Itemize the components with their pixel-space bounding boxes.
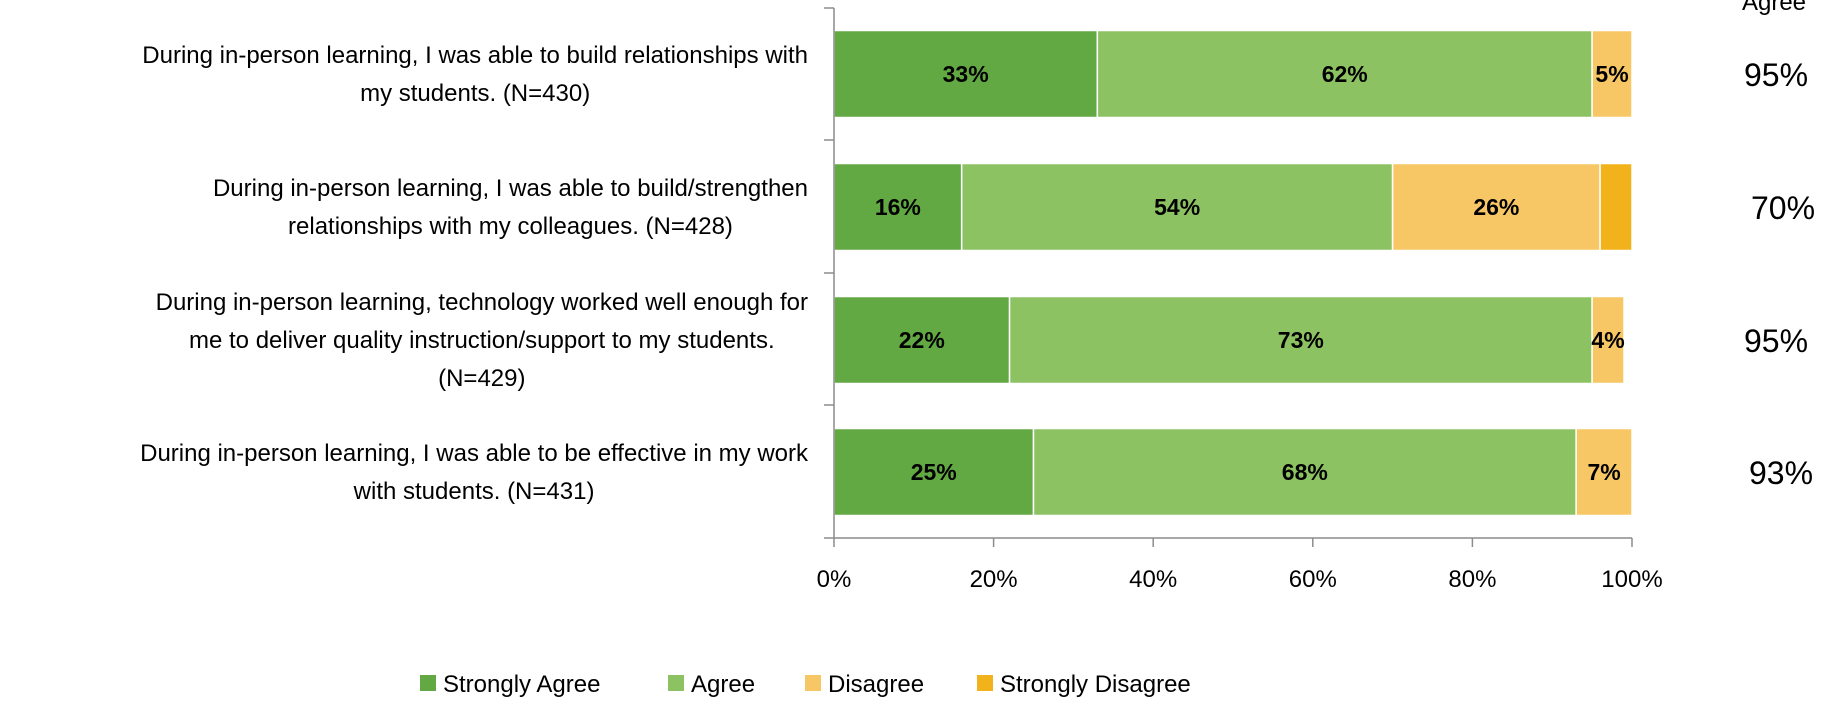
category-label-line: During in-person learning, I was able to… — [140, 440, 809, 467]
bar-segment — [1096, 29, 1593, 119]
data-label: 16% — [875, 194, 921, 220]
category-label-line: me to deliver quality instruction/suppor… — [189, 327, 775, 354]
legend-swatch — [668, 675, 684, 691]
data-label: 62% — [1322, 61, 1368, 87]
legend: Strongly Agree Agree Disagree Strongly Disa… — [420, 671, 1191, 698]
data-label: 26% — [1473, 194, 1519, 220]
legend-label: Strongly Disagree — [1000, 671, 1191, 698]
agree-total: 95% — [1744, 323, 1808, 359]
bar-segment — [1575, 427, 1633, 517]
bar-segment — [833, 29, 1099, 119]
bar-segment — [833, 427, 1035, 517]
x-tick-label: 40% — [1129, 566, 1177, 593]
bar-segment — [1591, 295, 1625, 385]
bar-segment — [1391, 162, 1601, 252]
legend-label: Disagree — [828, 671, 924, 698]
x-tick-label: 80% — [1448, 566, 1496, 593]
agree-column-header: Agree — [1742, 0, 1806, 16]
legend-label: Strongly Agree — [443, 671, 600, 698]
category-label-line: (N=429) — [438, 365, 525, 392]
category-labels: During in-person learning, I was able to… — [140, 42, 809, 505]
category-label-line: During in-person learning, I was able to… — [142, 42, 808, 69]
bars: 33% 62% 5% 16% 54% 26% 22% 73% 4% 25% 68% 7% — [833, 29, 1633, 517]
bar-segment — [1008, 295, 1593, 385]
category-label-line: with students. (N=431) — [353, 478, 595, 505]
category-label: During in-person learning, I was able to… — [142, 42, 808, 107]
bar-segment — [960, 162, 1394, 252]
bar-segment — [833, 295, 1011, 385]
legend-label: Agree — [691, 671, 755, 698]
data-label: 54% — [1154, 194, 1200, 220]
category-label-line: During in-person learning, technology wo… — [156, 289, 808, 316]
data-label: 5% — [1595, 61, 1628, 87]
x-tick-label: 20% — [970, 566, 1018, 593]
data-label: 68% — [1282, 459, 1328, 485]
legend-swatch — [805, 675, 821, 691]
data-label: 7% — [1587, 459, 1620, 485]
bar-segment — [1599, 162, 1633, 252]
data-label: 4% — [1591, 327, 1624, 353]
agree-total: 93% — [1749, 455, 1813, 491]
data-label: 73% — [1278, 327, 1324, 353]
category-label-line: During in-person learning, I was able to… — [213, 175, 808, 202]
category-label: During in-person learning, I was able to… — [213, 175, 808, 240]
legend-swatch — [420, 675, 436, 691]
agree-total: 95% — [1744, 57, 1808, 93]
legend-swatch — [977, 675, 993, 691]
bar-segment — [1591, 29, 1633, 119]
category-label-line: my students. (N=430) — [360, 80, 590, 107]
x-tick-label: 0% — [817, 566, 852, 593]
x-tick-label: 60% — [1289, 566, 1337, 593]
data-label: 25% — [911, 459, 957, 485]
axes: 0% 20% 40% 60% 80% 100% — [817, 7, 1663, 593]
agree-totals-column: Agree 95% 70% 95% 93% — [1742, 0, 1815, 491]
category-label-line: relationships with my colleagues. (N=428… — [288, 213, 733, 240]
data-label: 22% — [899, 327, 945, 353]
bar-segment — [833, 162, 963, 252]
x-tick-label: 100% — [1601, 566, 1662, 593]
category-label: During in-person learning, technology wo… — [156, 289, 808, 392]
category-label: During in-person learning, I was able to… — [140, 440, 809, 505]
agree-total: 70% — [1751, 190, 1815, 226]
data-label: 33% — [943, 61, 989, 87]
